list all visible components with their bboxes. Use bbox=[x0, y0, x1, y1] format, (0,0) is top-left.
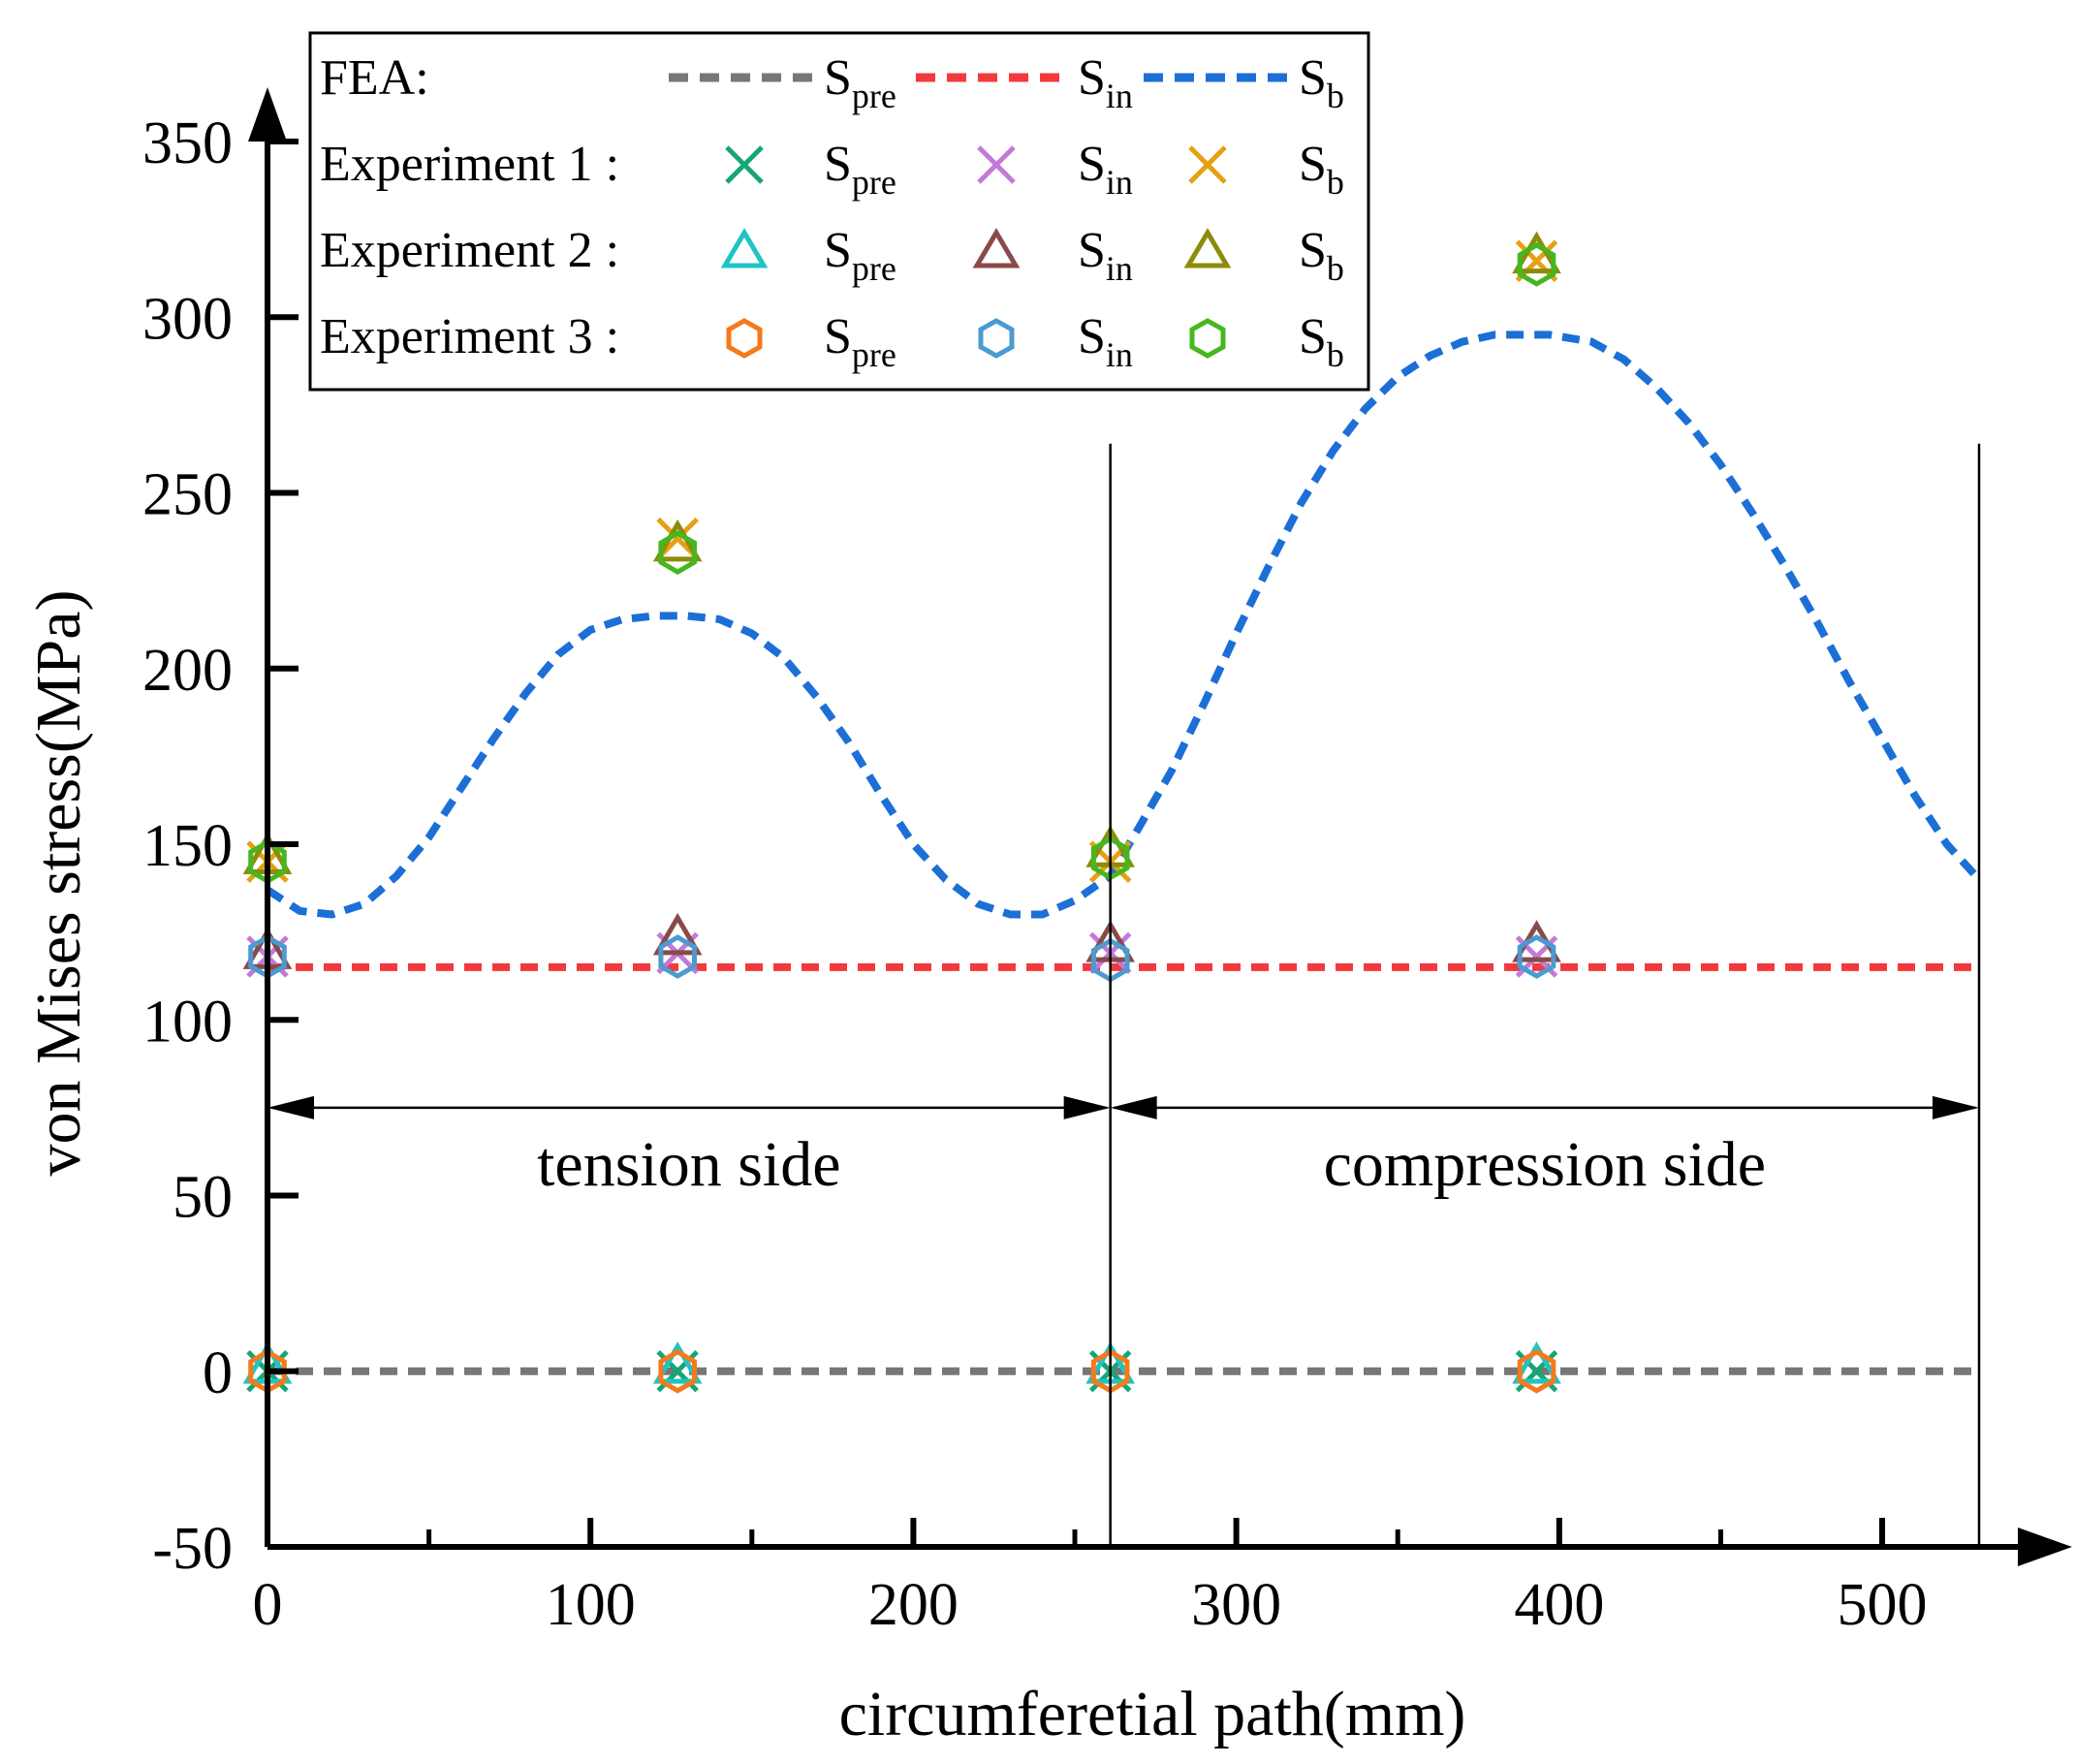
x-axis-arrowhead bbox=[2018, 1528, 2072, 1566]
exp2-s-pre-marker-1 bbox=[652, 1341, 703, 1384]
legend-exp1-label: Experiment 1 : bbox=[320, 137, 619, 192]
legend-exp3-sb: Sb bbox=[1299, 309, 1344, 374]
fea-line-s-b bbox=[265, 331, 1982, 919]
y-tick-label-0: -50 bbox=[152, 1516, 233, 1582]
legend-exp3-sb-marker bbox=[1189, 318, 1226, 359]
region-arrowhead-right-0 bbox=[1063, 1095, 1111, 1119]
legend-fea-sin: Sin bbox=[1078, 50, 1133, 115]
legend-exp1-spre: Spre bbox=[824, 137, 896, 202]
exp3-s-pre-marker-1 bbox=[658, 1348, 697, 1394]
y-tick-label-2: 50 bbox=[173, 1165, 233, 1231]
region-annotations: tension side compression side bbox=[267, 443, 1981, 1547]
y-tick-label-1: 0 bbox=[203, 1340, 233, 1406]
y-tick-label-5: 200 bbox=[142, 638, 233, 704]
axes: 0 100 200 300 400 500 -50 0 50 100 150 200 250 300 350… bbox=[23, 87, 2072, 1749]
legend-fea-label: FEA: bbox=[320, 50, 429, 106]
region-arrowhead-right-1 bbox=[1933, 1095, 1979, 1119]
exp1-s-b-marker-1 bbox=[656, 517, 699, 560]
y-tick-label-7: 300 bbox=[142, 286, 233, 352]
legend-exp2-spre-marker bbox=[720, 228, 769, 268]
legend-exp1-sb: Sb bbox=[1299, 137, 1344, 202]
legend: FEA: Spre Sin Sb Experiment 1 : Spre Sin… bbox=[308, 31, 1370, 392]
x-tick-label-0: 0 bbox=[253, 1572, 283, 1638]
legend-exp2-sb: Sb bbox=[1299, 223, 1344, 288]
x-tick-label-4: 400 bbox=[1514, 1572, 1604, 1638]
legend-exp2-sb-marker bbox=[1183, 228, 1232, 268]
exp2-s-in-marker-1 bbox=[652, 912, 703, 956]
exp2-s-pre-marker-3 bbox=[1512, 1341, 1561, 1384]
y-axis-title: von Mises stress(MPa) bbox=[23, 590, 94, 1177]
legend-exp3-label: Experiment 3 : bbox=[320, 309, 619, 364]
region-arrowhead-left-1 bbox=[1110, 1095, 1157, 1119]
legend-exp2-sin: Sin bbox=[1078, 223, 1133, 288]
legend-exp1-sb-marker bbox=[1188, 145, 1227, 184]
legend-exp1-spre-marker bbox=[725, 145, 764, 184]
legend-exp1-sin-marker bbox=[977, 145, 1016, 184]
exp3-s-b-marker-1 bbox=[658, 530, 697, 575]
legend-exp1-sin: Sin bbox=[1078, 137, 1133, 202]
legend-exp3-sin-marker bbox=[978, 318, 1015, 359]
x-tick-label-3: 300 bbox=[1191, 1572, 1281, 1638]
legend-exp2-spre: Spre bbox=[824, 223, 896, 288]
y-tick-label-4: 150 bbox=[142, 813, 233, 879]
x-tick-label-1: 100 bbox=[546, 1572, 636, 1638]
legend-fea-spre: Spre bbox=[824, 50, 896, 115]
exp3-s-b-marker-3 bbox=[1517, 242, 1556, 287]
legend-exp3-sin: Sin bbox=[1078, 309, 1133, 374]
exp3-s-in-marker-3 bbox=[1517, 934, 1556, 979]
y-tick-label-8: 350 bbox=[142, 110, 233, 176]
legend-fea-sb: Sb bbox=[1299, 50, 1344, 115]
legend-exp3-spre: Spre bbox=[824, 309, 896, 374]
region-arrowhead-left-0 bbox=[267, 1095, 314, 1119]
x-tick-label-5: 500 bbox=[1838, 1572, 1928, 1638]
y-axis-arrowhead bbox=[248, 87, 287, 142]
x-tick-label-2: 200 bbox=[868, 1572, 959, 1638]
legend-exp2-sin-marker bbox=[972, 228, 1021, 268]
plot-area bbox=[242, 231, 1982, 1394]
exp3-s-in-marker-1 bbox=[658, 934, 697, 979]
x-axis-title: circumferetial path(mm) bbox=[839, 1679, 1466, 1749]
region-label-0: tension side bbox=[537, 1129, 840, 1200]
region-label-1: compression side bbox=[1324, 1129, 1766, 1200]
y-tick-label-3: 100 bbox=[142, 989, 233, 1055]
legend-exp3-spre-marker bbox=[726, 318, 763, 359]
y-tick-label-6: 250 bbox=[142, 462, 233, 528]
exp3-s-pre-marker-3 bbox=[1517, 1348, 1556, 1394]
legend-exp2-label: Experiment 2 : bbox=[320, 223, 619, 278]
